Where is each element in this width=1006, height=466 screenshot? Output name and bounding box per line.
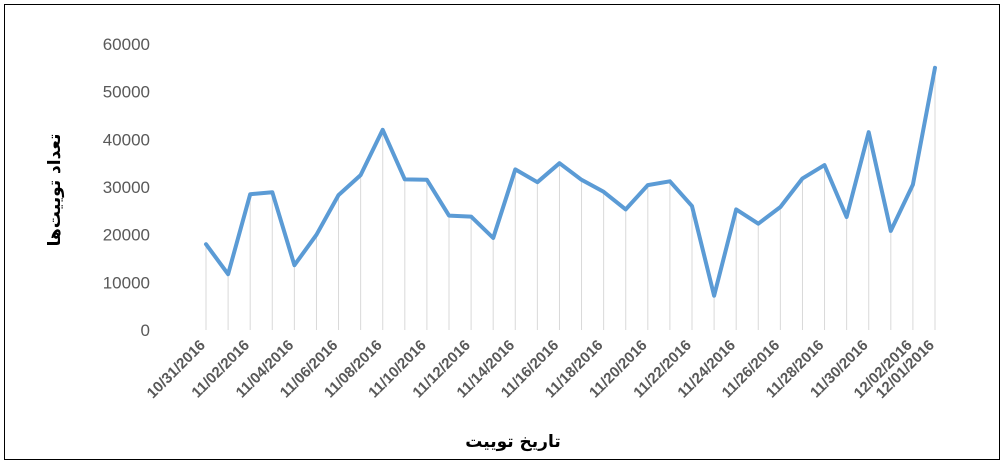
y-tick-label: 10000 [103, 273, 150, 292]
y-tick-label: 30000 [103, 178, 150, 197]
series-line [204, 65, 937, 298]
chart-frame [4, 4, 1000, 460]
y-tick-label: 50000 [103, 83, 150, 102]
y-axis-title: تعداد توییت‌ها [45, 134, 65, 247]
x-axis-ticks: 10/31/201611/02/201611/04/201611/06/2016… [144, 337, 938, 402]
y-tick-label: 0 [141, 321, 150, 340]
y-axis-ticks: 0 10000 20000 30000 40000 50000 60000 [103, 35, 150, 340]
y-tick-label: 20000 [103, 226, 150, 245]
x-axis-title: تاریخ توییت [465, 432, 560, 452]
y-tick-label: 60000 [103, 35, 150, 54]
drop-lines [205, 67, 936, 330]
y-tick-label: 40000 [103, 130, 150, 149]
